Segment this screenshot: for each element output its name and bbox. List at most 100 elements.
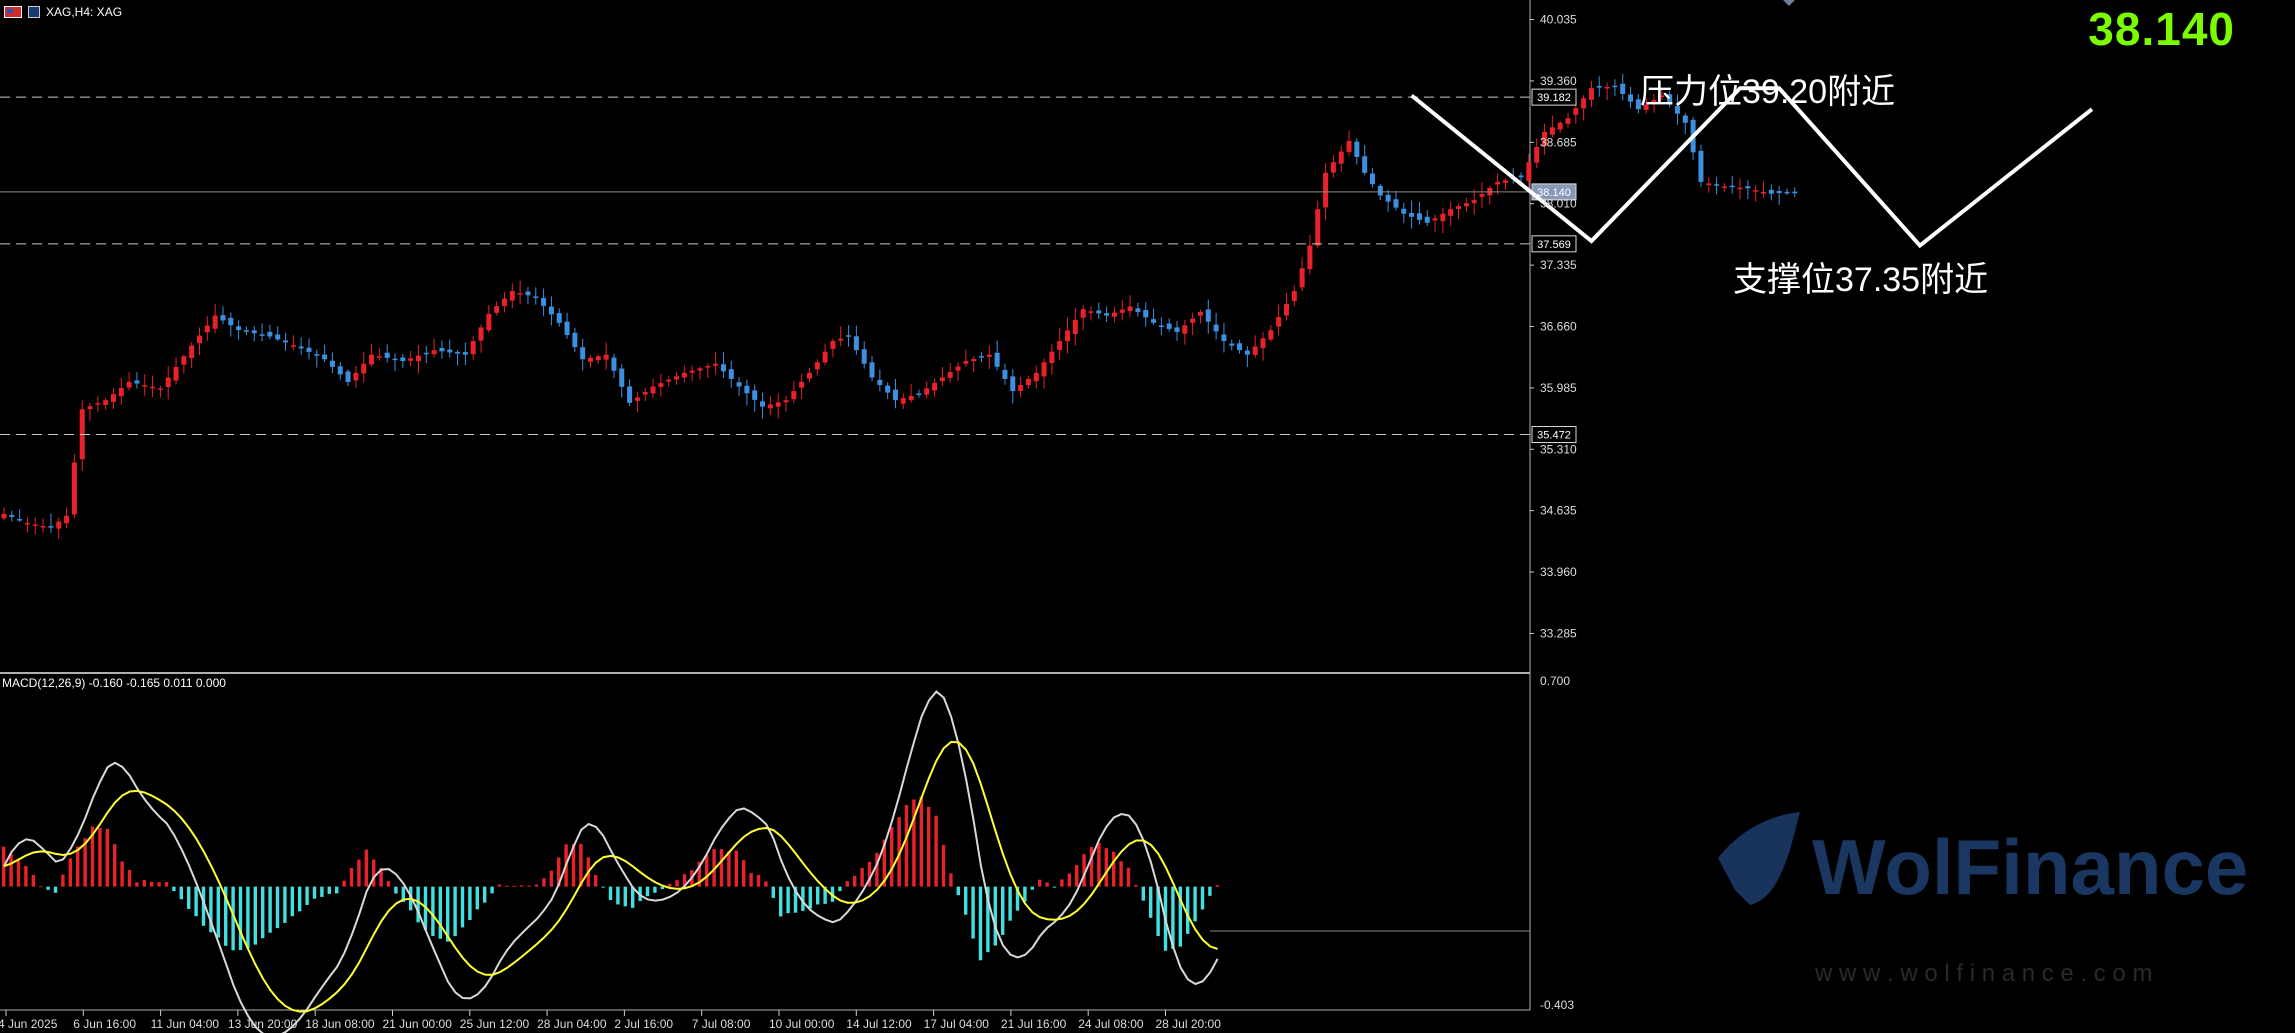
candle-body xyxy=(1221,334,1227,342)
candle-body xyxy=(1643,104,1649,110)
macd-histogram-bar xyxy=(1097,842,1101,887)
candle-body xyxy=(103,400,109,405)
macd-histogram-bar xyxy=(549,870,553,887)
candle-body xyxy=(1244,350,1250,355)
macd-indicator-label: MACD(12,26,9) -0.160 -0.165 0.011 0.000 xyxy=(2,676,226,690)
candle-body xyxy=(470,341,476,355)
candle-body xyxy=(979,356,984,358)
candle-body xyxy=(64,515,70,524)
candle-body xyxy=(40,525,46,528)
macd-histogram-bar xyxy=(793,886,798,913)
macd-histogram-bar xyxy=(253,886,257,945)
candle-body xyxy=(345,371,351,382)
macd-histogram-bar xyxy=(231,886,235,951)
macd-histogram-bar xyxy=(342,880,346,887)
macd-histogram-bar xyxy=(816,886,820,905)
macd-histogram-bar xyxy=(934,815,938,887)
candle-body xyxy=(1088,311,1094,313)
macd-histogram-bar xyxy=(749,873,753,887)
macd-histogram-bar xyxy=(779,886,783,917)
candle-body xyxy=(486,313,492,331)
candle-body xyxy=(548,306,554,315)
candle-body xyxy=(556,313,562,323)
macd-histogram-bar xyxy=(1008,886,1012,921)
candle-body xyxy=(1182,325,1188,334)
macd-histogram-bar xyxy=(357,859,361,887)
candle-body xyxy=(1268,330,1274,340)
macd-histogram-bar xyxy=(853,875,857,887)
time-tick-label: 10 Jul 00:00 xyxy=(769,1017,835,1031)
macd-histogram-bar xyxy=(971,886,975,939)
candle-body xyxy=(1409,213,1415,217)
candle-body xyxy=(900,398,906,404)
candle-body xyxy=(267,331,273,337)
macd-histogram-bar xyxy=(194,886,198,917)
candle-body xyxy=(1049,351,1055,364)
candle-body xyxy=(157,388,163,390)
candle-body xyxy=(423,352,429,355)
candle-body xyxy=(892,389,898,401)
macd-histogram-bar xyxy=(261,886,265,939)
projection-path xyxy=(1410,86,2094,249)
macd-histogram-bar xyxy=(705,855,709,887)
candle-body xyxy=(697,368,703,371)
candle-body xyxy=(462,352,468,355)
macd-histogram-bar xyxy=(1030,886,1034,890)
macd-histogram-bar xyxy=(1215,885,1219,887)
macd-histogram-bar xyxy=(31,874,35,887)
candle-body xyxy=(431,350,437,355)
macd-histogram-bar xyxy=(505,885,509,887)
price-tick-label: 40.035 xyxy=(1540,13,1577,27)
macd-histogram-bar xyxy=(616,886,620,905)
candle-body xyxy=(1135,308,1141,312)
macd-histogram-bar xyxy=(682,874,687,887)
candle-body xyxy=(806,372,812,379)
macd-histogram-bar xyxy=(786,886,790,914)
macd-histogram-bar xyxy=(164,882,169,887)
macd-histogram-bar xyxy=(941,844,946,887)
candle-body xyxy=(1596,86,1602,88)
candle-body xyxy=(580,347,586,360)
candle-body xyxy=(752,390,758,400)
candle-body xyxy=(220,315,226,321)
time-tick-label: 21 Jun 00:00 xyxy=(383,1017,453,1031)
candle-body xyxy=(408,358,414,361)
candle-body xyxy=(1502,180,1508,183)
candle-body xyxy=(118,388,124,397)
macd-histogram-bar xyxy=(1023,886,1027,902)
macd-histogram-bar xyxy=(1104,848,1108,887)
candle-body xyxy=(1033,372,1039,382)
macd-histogram-bar xyxy=(83,838,87,887)
macd-histogram-bar xyxy=(719,849,724,887)
macd-histogram-bar xyxy=(579,843,583,887)
level-price-label: 37.569 xyxy=(1537,239,1571,251)
macd-histogram-bar xyxy=(386,881,391,887)
candle-body xyxy=(1682,115,1688,123)
macd-histogram-bar xyxy=(105,828,109,887)
candle-body xyxy=(384,352,390,358)
candle-body xyxy=(1291,291,1297,302)
candle-body xyxy=(1002,369,1008,379)
macd-histogram-bar xyxy=(660,886,664,890)
candle-body xyxy=(189,345,195,359)
macd-histogram-bar xyxy=(283,886,287,923)
macd-histogram-bar xyxy=(209,886,213,933)
candle-body xyxy=(1025,378,1031,386)
macd-histogram-bar xyxy=(120,861,124,887)
candle-body xyxy=(986,354,992,357)
candle-body xyxy=(369,354,375,365)
chart-shift-marker-icon[interactable] xyxy=(1783,0,1795,6)
candle-body xyxy=(924,388,930,395)
candle-body xyxy=(1065,330,1071,342)
candle-body xyxy=(509,291,515,301)
candle-body xyxy=(1448,209,1454,216)
candle-body xyxy=(1323,172,1329,208)
candle-body xyxy=(799,381,805,388)
horizontal-levels: 39.182 38.140 37.569 35.472 xyxy=(0,88,1577,444)
candle-body xyxy=(1252,346,1258,355)
macd-histogram-bar xyxy=(1045,882,1049,887)
candle-body xyxy=(634,397,640,401)
candle-body xyxy=(1010,376,1016,392)
macd-histogram-bar xyxy=(275,886,280,929)
